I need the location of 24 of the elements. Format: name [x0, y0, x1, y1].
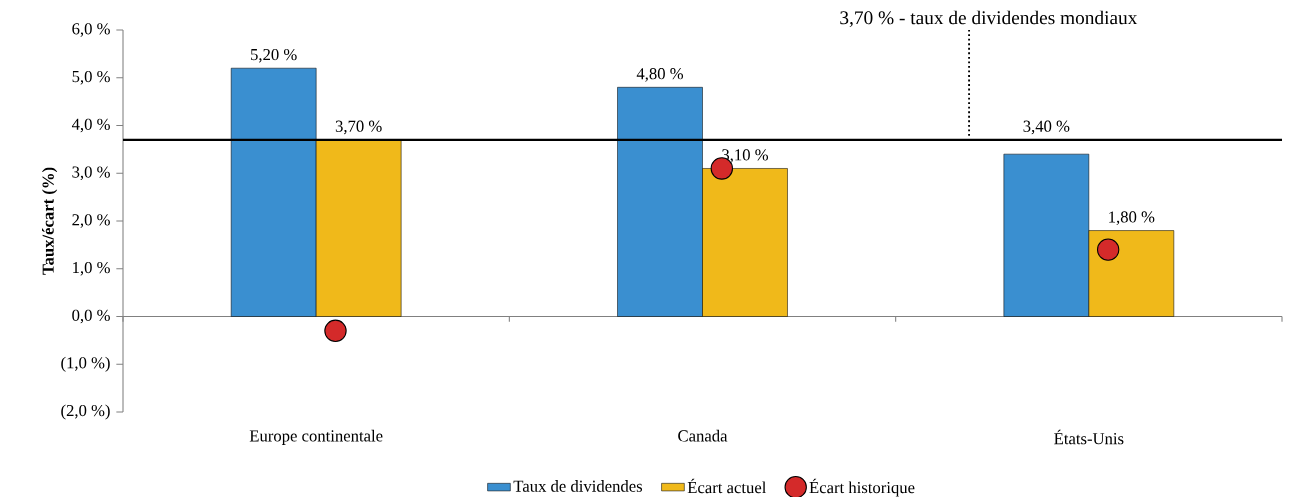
x-tick-label: États-Unis: [1054, 429, 1124, 445]
y-axis-title: Taux/écart (%): [42, 167, 58, 275]
data-label: 3,70 %: [335, 120, 382, 135]
ref-line-label: 3,70 % - taux de dividendes mondiaux: [840, 10, 1138, 28]
x-tick-label: Europe continentale: [249, 429, 383, 445]
legend-label: Taux de dividendes: [513, 480, 643, 492]
legend-label: Écart historique: [809, 478, 915, 497]
data-label: 5,20 %: [251, 48, 297, 63]
y-tick-label: 1,0 %: [73, 261, 110, 276]
y-tick-label: (2,0 %): [61, 404, 110, 420]
point: [1096, 238, 1120, 261]
x-tick-label: Canada: [678, 429, 728, 442]
y-tick-label: 0,0 %: [72, 309, 110, 324]
y-tick-label: 6,0 %: [72, 23, 110, 37]
point: [324, 319, 347, 343]
data-label: 1,80 %: [1109, 211, 1155, 225]
y-tick-label: 2,0 %: [72, 214, 110, 228]
y-tick-label: 5,0 %: [72, 70, 110, 85]
legend-label: Écart actuel: [687, 478, 767, 494]
y-tick-label: (1,0 %): [61, 356, 110, 372]
y-tick-label: 3,0 %: [72, 166, 110, 181]
y-tick-label: 4,0 %: [71, 118, 110, 133]
data-label: 4,80 %: [636, 68, 684, 82]
data-label: 3,40 %: [1023, 120, 1070, 135]
